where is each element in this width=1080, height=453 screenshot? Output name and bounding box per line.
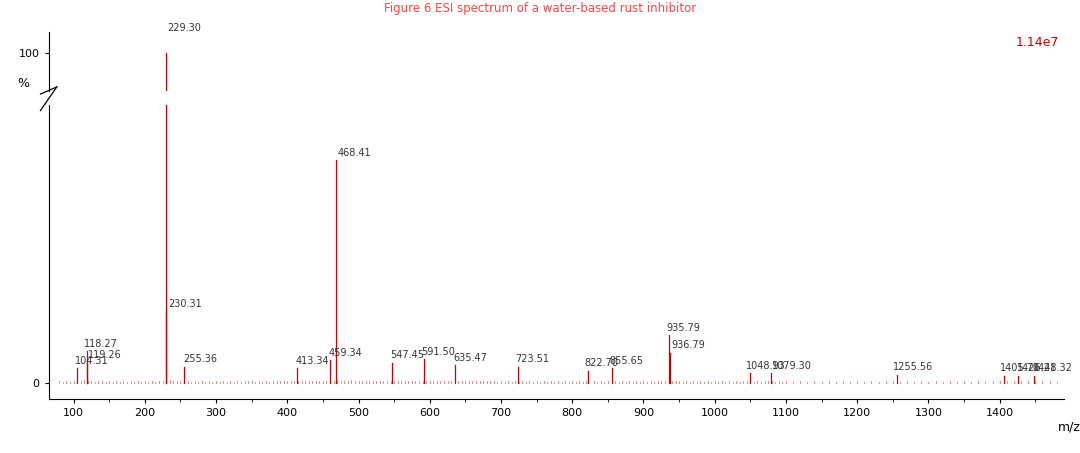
- Text: 547.45: 547.45: [390, 351, 424, 361]
- Text: 1426.21: 1426.21: [1017, 363, 1057, 373]
- Text: 855.65: 855.65: [610, 356, 644, 366]
- Text: %: %: [17, 77, 29, 90]
- Text: 822.70: 822.70: [585, 358, 619, 368]
- Text: 255.36: 255.36: [183, 354, 217, 365]
- Text: 468.41: 468.41: [337, 148, 372, 158]
- Text: 413.34: 413.34: [295, 356, 329, 366]
- Text: 459.34: 459.34: [328, 348, 362, 358]
- Text: 1048.93: 1048.93: [746, 361, 786, 371]
- Text: 723.51: 723.51: [515, 354, 550, 365]
- Text: 935.79: 935.79: [666, 323, 701, 333]
- Text: 591.50: 591.50: [421, 347, 456, 357]
- Text: 230.31: 230.31: [167, 299, 202, 309]
- Text: 119.26: 119.26: [87, 351, 122, 361]
- X-axis label: m/z: m/z: [1057, 421, 1080, 434]
- Text: 118.27: 118.27: [84, 338, 119, 348]
- Text: 1255.56: 1255.56: [893, 362, 933, 372]
- Text: 229.30: 229.30: [167, 23, 201, 33]
- Text: Figure 6 ESI spectrum of a water-based rust inhibitor: Figure 6 ESI spectrum of a water-based r…: [383, 2, 697, 15]
- Text: 104.31: 104.31: [76, 356, 109, 366]
- Text: 1079.30: 1079.30: [772, 361, 812, 371]
- Text: 1448.32: 1448.32: [1032, 363, 1072, 373]
- Text: 1.14e7: 1.14e7: [1015, 36, 1058, 49]
- Text: 1405.70: 1405.70: [1000, 363, 1040, 373]
- Text: 635.47: 635.47: [453, 353, 487, 363]
- Text: 936.79: 936.79: [671, 340, 705, 350]
